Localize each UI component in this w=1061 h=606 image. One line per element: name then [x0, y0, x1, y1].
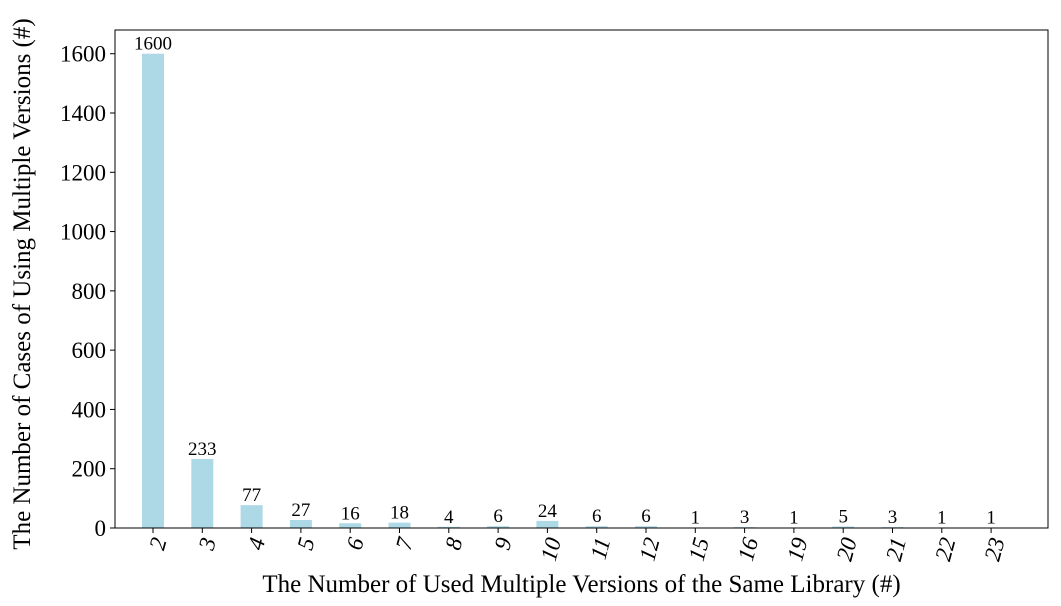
bar-9	[487, 526, 510, 528]
data-label-10: 24	[538, 501, 558, 522]
plot-frame	[114, 29, 1049, 529]
bar-6	[339, 523, 362, 528]
x-tick-label-8: 8	[440, 534, 467, 552]
bar-10	[536, 520, 559, 528]
x-tick-label-19: 19	[782, 534, 812, 563]
data-label-23: 1	[986, 508, 996, 529]
bar-3	[191, 458, 214, 528]
x-tick-label-2: 2	[144, 535, 171, 553]
y-tick-label-600: 600	[72, 338, 107, 363]
y-axis: 0 200 400 600 800 1000 1200 1400 1600	[60, 42, 115, 541]
bar-2	[142, 53, 164, 528]
x-tick-label-22: 22	[930, 535, 960, 564]
data-label-8: 4	[444, 507, 454, 528]
x-tick-label-16: 16	[733, 534, 763, 563]
data-label-5: 27	[291, 500, 310, 521]
bar-5	[289, 519, 312, 528]
y-axis-title: The Number of Cases of Using Multiple Ve…	[9, 18, 36, 549]
data-label-7: 18	[390, 503, 409, 524]
x-tick-label-7: 7	[391, 533, 419, 552]
data-label-15: 1	[691, 508, 701, 529]
x-tick-label-23: 23	[980, 535, 1010, 564]
x-tick-label-21: 21	[881, 535, 911, 564]
data-label-9: 6	[493, 506, 503, 527]
data-label-11: 6	[592, 506, 602, 527]
bar-7	[388, 522, 411, 528]
x-tick-label-6: 6	[342, 534, 369, 552]
y-tick-label-400: 400	[72, 397, 107, 422]
x-tick-label-9: 9	[490, 534, 517, 552]
bar-12	[635, 526, 657, 528]
data-label-22: 1	[937, 508, 947, 529]
bar-8	[437, 526, 460, 528]
data-labels-group: 1600 233 77 27 16 18 4 6 24 6 6 1 3 1 5 3 1 1	[134, 34, 996, 529]
x-axis-title: The Number of Used Multiple Versions of …	[262, 571, 900, 598]
bar-4	[240, 505, 263, 528]
y-tick-label-1200: 1200	[60, 160, 106, 185]
data-label-12: 6	[641, 506, 651, 527]
x-tick-label-4: 4	[243, 535, 270, 553]
x-tick-label-15: 15	[684, 535, 714, 564]
y-tick-label-800: 800	[72, 279, 107, 304]
y-tick-label-200: 200	[72, 457, 107, 482]
x-tick-label-5: 5	[292, 535, 319, 553]
data-label-4: 77	[242, 485, 261, 506]
data-label-21: 3	[888, 507, 898, 528]
data-label-20: 5	[838, 507, 848, 528]
data-label-6: 16	[341, 503, 360, 524]
data-label-16: 3	[740, 507, 750, 528]
data-label-3: 233	[188, 439, 217, 460]
data-label-2: 1600	[134, 34, 172, 55]
x-tick-label-11: 11	[586, 535, 616, 562]
bar-20	[832, 526, 855, 528]
y-tick-label-1600: 1600	[60, 42, 106, 67]
x-tick-label-20: 20	[832, 534, 862, 563]
y-tick-label-1000: 1000	[60, 220, 106, 245]
x-tick-label-3: 3	[194, 535, 221, 554]
x-tick-label-10: 10	[536, 534, 566, 563]
y-tick-label-1400: 1400	[60, 101, 106, 126]
data-label-19: 1	[789, 508, 799, 529]
bar-11	[585, 526, 608, 528]
x-axis: 2 3 4 5 6 7 8 9 10 11 12 15 16 19 20 21 22 23	[144, 528, 1010, 564]
y-tick-label-0: 0	[95, 516, 107, 541]
x-tick-label-12: 12	[635, 535, 665, 564]
bars-group	[142, 53, 1003, 529]
